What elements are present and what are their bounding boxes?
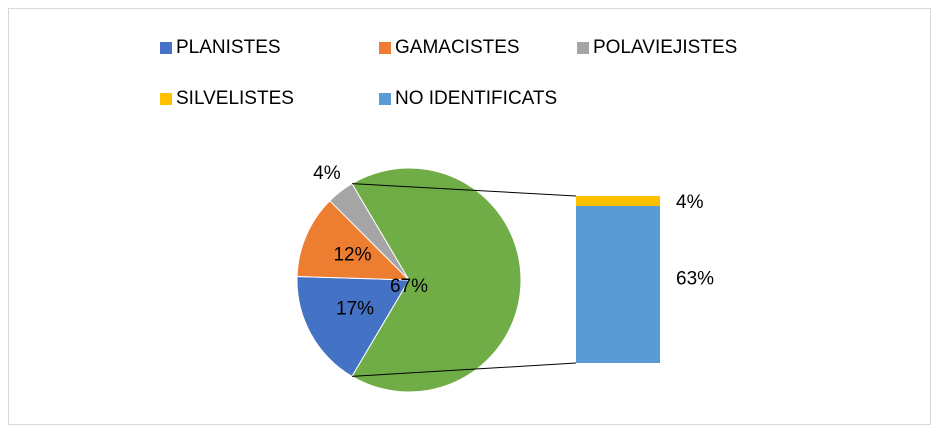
legend-swatch	[577, 42, 589, 54]
data-label: 4%	[313, 163, 341, 184]
legend-label: PLANISTES	[176, 37, 281, 58]
data-label: 12%	[333, 245, 371, 266]
connector-line	[351, 362, 577, 377]
data-label: 67%	[390, 276, 428, 297]
legend-label: GAMACISTES	[395, 37, 520, 58]
bar-segment	[576, 205, 660, 363]
legend-swatch	[379, 42, 391, 54]
legend-label: NO IDENTIFICATS	[395, 88, 557, 109]
legend-label: SILVELISTES	[176, 88, 294, 109]
legend-swatch	[160, 42, 172, 54]
data-label: 17%	[336, 299, 374, 320]
legend-label: POLAVIEJISTES	[593, 37, 737, 58]
bar-segment	[576, 196, 660, 206]
legend-swatch	[160, 93, 172, 105]
legend-swatch	[379, 93, 391, 105]
pie-slice	[296, 200, 411, 281]
data-label: 4%	[676, 192, 704, 213]
connector-line	[351, 183, 577, 197]
data-label: 63%	[676, 269, 714, 290]
pie-slice	[351, 167, 522, 393]
pie-slice	[296, 275, 410, 378]
